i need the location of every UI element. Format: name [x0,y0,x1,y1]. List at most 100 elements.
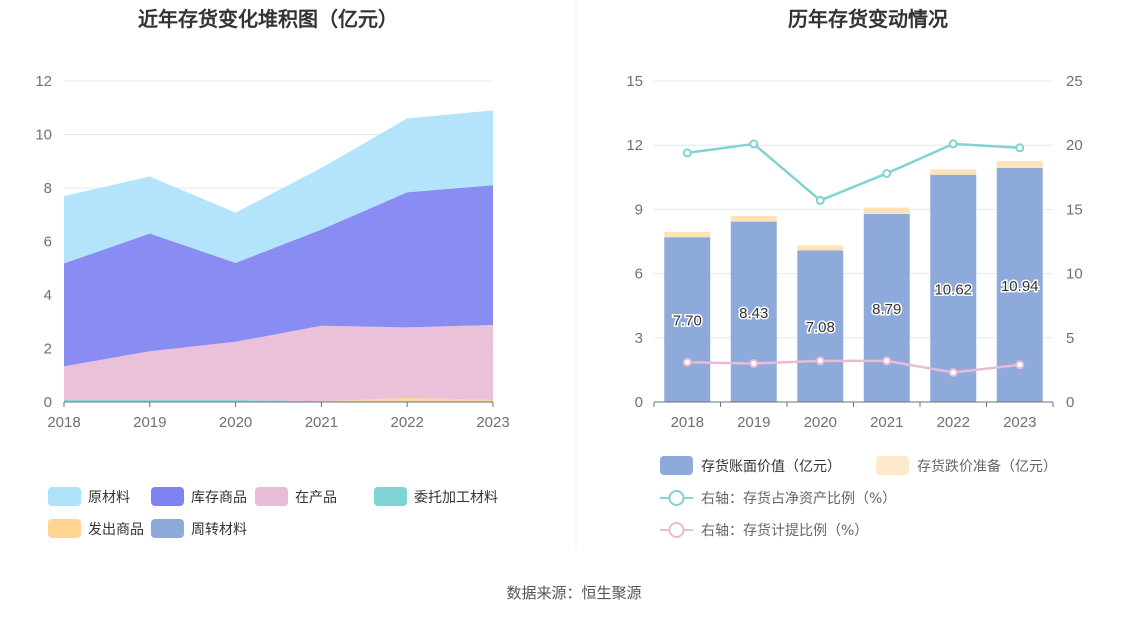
y-left-tick-label: 6 [635,266,643,283]
legend-swatch [48,519,81,538]
area-4 [64,185,493,367]
right-legend: 存货账面价值（亿元） 存货跌价准备（亿元） 右轴：存货占净资产比例（%） 右轴：存货计… [660,456,1057,539]
x-tick-label: 2021 [870,414,903,431]
bar-impairment [863,207,910,214]
bar-value-label: 7.70 [673,313,702,330]
legend-marker [668,522,685,538]
line-point [815,356,825,366]
bar-impairment [996,161,1043,168]
line-point [882,356,892,366]
y-tick-label: 8 [44,180,52,197]
legend-label: 在产品 [295,490,337,506]
y-left-tick-label: 3 [635,330,643,347]
y-right-tick-label: 5 [1066,330,1074,347]
bar-impairment [664,231,711,238]
legend-swatch-book-value [660,456,693,475]
legend-swatch [48,487,81,506]
bar-value-label: 7.08 [806,319,835,336]
x-tick-label: 2022 [937,414,970,431]
x-tick-label: 2018 [671,414,704,431]
y-left-tick-label: 9 [635,201,643,218]
x-tick-label: 2021 [305,414,338,431]
legend-label: 存货跌价准备（亿元） [917,458,1057,475]
line-point [682,148,692,158]
x-tick-label: 2023 [1003,414,1036,431]
x-tick-label: 2020 [219,414,252,431]
y-right-tick-label: 10 [1066,266,1083,283]
line-point [948,367,958,377]
bar-book-value [664,237,711,402]
y-tick-label: 2 [44,341,52,358]
left-areas [64,110,493,402]
y-tick-label: 6 [44,234,52,251]
legend-label: 右轴：存货计提比例（%） [701,522,868,539]
y-left-tick-label: 0 [635,394,643,411]
area-2 [64,398,493,402]
right-axis: 0 3 6 9 12 15 0 5 10 15 20 25 2018 2019 2020 2021 2022 20… [626,73,1082,431]
line-point [682,357,692,367]
x-tick-label: 2023 [476,414,509,431]
bar-impairment [730,215,777,222]
bar-book-value [930,174,977,402]
bar-impairment [930,169,977,175]
area-5 [64,110,493,264]
legend-label: 右轴：存货占净资产比例（%） [701,490,896,507]
bar-value-label: 8.43 [739,305,768,322]
line-point [882,168,892,178]
bar-value-label: 8.79 [872,301,901,318]
legend-swatch [255,487,288,506]
legend-label: 存货账面价值（亿元） [701,458,841,475]
y-right-tick-label: 15 [1066,201,1083,218]
left-axis: 0 2 4 6 8 10 12 2018 2019 2020 2021 2022 2023 [35,73,509,431]
x-tick-label: 2019 [737,414,770,431]
legend-label: 发出商品 [88,522,144,538]
bar-value-label: 10.62 [934,281,972,298]
y-tick-label: 10 [35,127,52,144]
x-tick-label: 2019 [133,414,166,431]
legend-marker [668,490,685,506]
y-tick-label: 0 [44,394,52,411]
source-note: 数据来源：恒生聚源 [506,584,641,602]
right-chart-title: 历年存货变动情况 [788,7,948,31]
bar-value-label: 10.94 [1001,278,1039,295]
stacked-area-chart: 近年存货变化堆积图（亿元） 0 2 4 6 8 10 12 2018 2019 2020 2021 2… [35,7,510,538]
area-1 [64,398,493,402]
legend-label: 委托加工材料 [414,490,498,506]
bar-book-value [797,250,844,402]
x-tick-label: 2022 [391,414,424,431]
line-point [749,358,759,368]
line-point [815,195,825,205]
y-right-tick-label: 20 [1066,137,1083,154]
bar-book-value [863,213,910,402]
legend-label: 原材料 [88,490,130,506]
legend-swatch [151,487,184,506]
line-point [1015,360,1025,370]
legend-swatch-impairment [876,456,909,475]
y-tick-label: 12 [35,73,52,90]
legend-label: 周转材料 [191,522,247,538]
y-right-tick-label: 25 [1066,73,1083,90]
y-left-tick-label: 15 [626,73,643,90]
right-bars: 7.70 8.43 7.08 8.79 10.62 10.94 [664,161,1043,402]
bar-impairment [797,245,844,251]
legend-swatch [151,519,184,538]
y-tick-label: 4 [44,287,52,304]
y-left-tick-label: 12 [626,137,643,154]
left-chart-title: 近年存货变化堆积图（亿元） [138,7,398,31]
x-tick-label: 2020 [804,414,837,431]
line-point [1015,143,1025,153]
area-3 [64,325,493,402]
legend-label: 库存商品 [191,490,247,506]
bar-line-chart: 历年存货变动情况 7.70 8.43 7.08 8.79 10.62 10.94 0 3 6 9… [626,7,1082,539]
right-grid [654,80,1053,339]
right-lines [682,139,1025,377]
legend-swatch [374,487,407,506]
line-series-1 [687,359,1020,374]
y-right-tick-label: 0 [1066,394,1074,411]
line-point [749,139,759,149]
bar-book-value [730,221,777,402]
line-series-0 [687,142,1020,202]
line-point [948,139,958,149]
